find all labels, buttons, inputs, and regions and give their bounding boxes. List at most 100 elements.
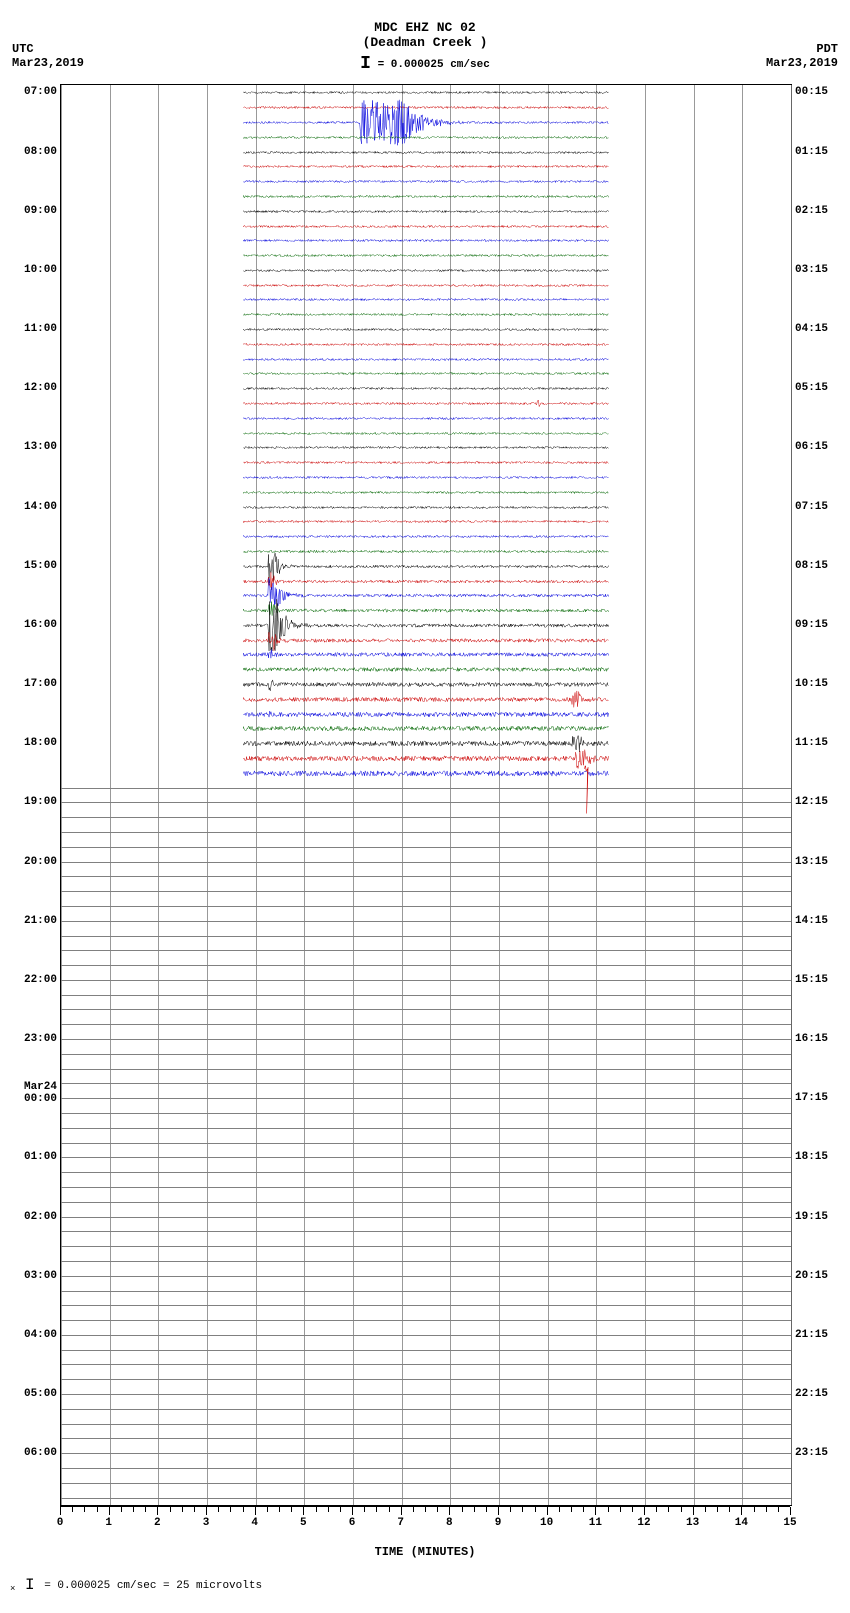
x-tick-minor: [316, 1507, 317, 1512]
x-axis-ticks: 0123456789101112131415: [60, 1506, 790, 1521]
seismic-trace: [61, 344, 791, 345]
x-tick-major: [60, 1507, 61, 1515]
y-label-right: 19:15: [795, 1211, 828, 1223]
y-label-left: 11:00: [24, 323, 57, 335]
y-label-right: 01:15: [795, 146, 828, 158]
seismic-trace: [61, 211, 791, 212]
empty-trace-row: [61, 1017, 791, 1031]
empty-trace-row: [61, 943, 791, 957]
empty-trace-row: [61, 1254, 791, 1268]
scale-legend: I = 0.000025 cm/sec: [0, 54, 850, 74]
empty-trace-row: [61, 899, 791, 913]
x-tick-minor: [656, 1507, 657, 1512]
empty-trace-row: [61, 840, 791, 854]
empty-trace-row: [61, 1062, 791, 1076]
x-tick-label: 10: [540, 1517, 553, 1529]
seismic-trace: [61, 373, 791, 374]
empty-trace-row: [61, 914, 791, 928]
x-tick-minor: [437, 1507, 438, 1512]
empty-trace-row: [61, 1417, 791, 1431]
seismic-trace: [61, 610, 791, 611]
y-label-right: 02:15: [795, 205, 828, 217]
empty-trace-row: [61, 781, 791, 795]
seismic-trace: [61, 699, 791, 700]
x-tick-minor: [766, 1507, 767, 1512]
y-label-right: 13:15: [795, 856, 828, 868]
empty-trace-row: [61, 810, 791, 824]
empty-trace-row: [61, 1431, 791, 1445]
y-label-right: 15:15: [795, 974, 828, 986]
x-tick-minor: [291, 1507, 292, 1512]
x-tick-major: [255, 1507, 256, 1515]
x-tick-label: 12: [637, 1517, 650, 1529]
empty-trace-row: [61, 1091, 791, 1105]
x-axis-label: TIME (MINUTES): [60, 1545, 790, 1559]
empty-trace-row: [61, 1047, 791, 1061]
empty-trace-row: [61, 1269, 791, 1283]
x-tick-minor: [145, 1507, 146, 1512]
timezone-right: PDT Mar23,2019: [766, 42, 838, 70]
x-tick-minor: [218, 1507, 219, 1512]
y-label-right: 00:15: [795, 86, 828, 98]
y-label-left: 21:00: [24, 915, 57, 927]
x-tick-major: [693, 1507, 694, 1515]
y-label-right: 17:15: [795, 1092, 828, 1104]
x-tick-minor: [170, 1507, 171, 1512]
y-label-right: 07:15: [795, 501, 828, 513]
x-tick-major: [109, 1507, 110, 1515]
y-label-right: 20:15: [795, 1270, 828, 1282]
cutoff-spike: [61, 768, 791, 769]
seismic-trace: [61, 166, 791, 167]
x-tick-label: 9: [495, 1517, 502, 1529]
empty-trace-row: [61, 1491, 791, 1505]
x-tick-minor: [340, 1507, 341, 1512]
empty-trace-row: [61, 1313, 791, 1327]
empty-trace-row: [61, 1210, 791, 1224]
seismic-trace: [61, 107, 791, 108]
seismic-trace: [61, 462, 791, 463]
x-tick-minor: [364, 1507, 365, 1512]
y-label-right: 12:15: [795, 796, 828, 808]
y-label-left: 18:00: [24, 737, 57, 749]
y-label-right: 18:15: [795, 1151, 828, 1163]
seismic-trace: [61, 122, 791, 123]
y-label-right: 05:15: [795, 382, 828, 394]
seismic-trace: [61, 285, 791, 286]
seismic-trace: [61, 255, 791, 256]
seismic-trace: [61, 758, 791, 759]
empty-trace-row: [61, 988, 791, 1002]
empty-trace-row: [61, 869, 791, 883]
x-tick-minor: [84, 1507, 85, 1512]
seismic-trace: [61, 521, 791, 522]
empty-trace-row: [61, 1357, 791, 1371]
x-tick-minor: [267, 1507, 268, 1512]
empty-trace-row: [61, 1180, 791, 1194]
empty-trace-row: [61, 855, 791, 869]
x-tick-minor: [182, 1507, 183, 1512]
station-id: MDC EHZ NC 02: [0, 20, 850, 35]
x-tick-minor: [754, 1507, 755, 1512]
x-tick-major: [644, 1507, 645, 1515]
seismic-trace: [61, 226, 791, 227]
y-label-left: 13:00: [24, 441, 57, 453]
seismic-trace: [61, 433, 791, 434]
x-tick-minor: [583, 1507, 584, 1512]
y-label-left: 12:00: [24, 382, 57, 394]
seismic-trace: [61, 625, 791, 626]
x-tick-minor: [413, 1507, 414, 1512]
x-tick-minor: [133, 1507, 134, 1512]
y-label-right: 11:15: [795, 737, 828, 749]
chart-header: MDC EHZ NC 02 (Deadman Creek ) I = 0.000…: [0, 0, 850, 74]
seismic-trace: [61, 181, 791, 182]
y-label-left: 16:00: [24, 619, 57, 631]
seismic-trace: [61, 743, 791, 744]
empty-trace-row: [61, 1239, 791, 1253]
x-tick-label: 7: [397, 1517, 404, 1529]
x-tick-major: [595, 1507, 596, 1515]
empty-trace-row: [61, 929, 791, 943]
y-label-left: 05:00: [24, 1388, 57, 1400]
y-label-right: 10:15: [795, 678, 828, 690]
x-tick-minor: [571, 1507, 572, 1512]
empty-trace-row: [61, 1195, 791, 1209]
seismic-trace: [61, 684, 791, 685]
